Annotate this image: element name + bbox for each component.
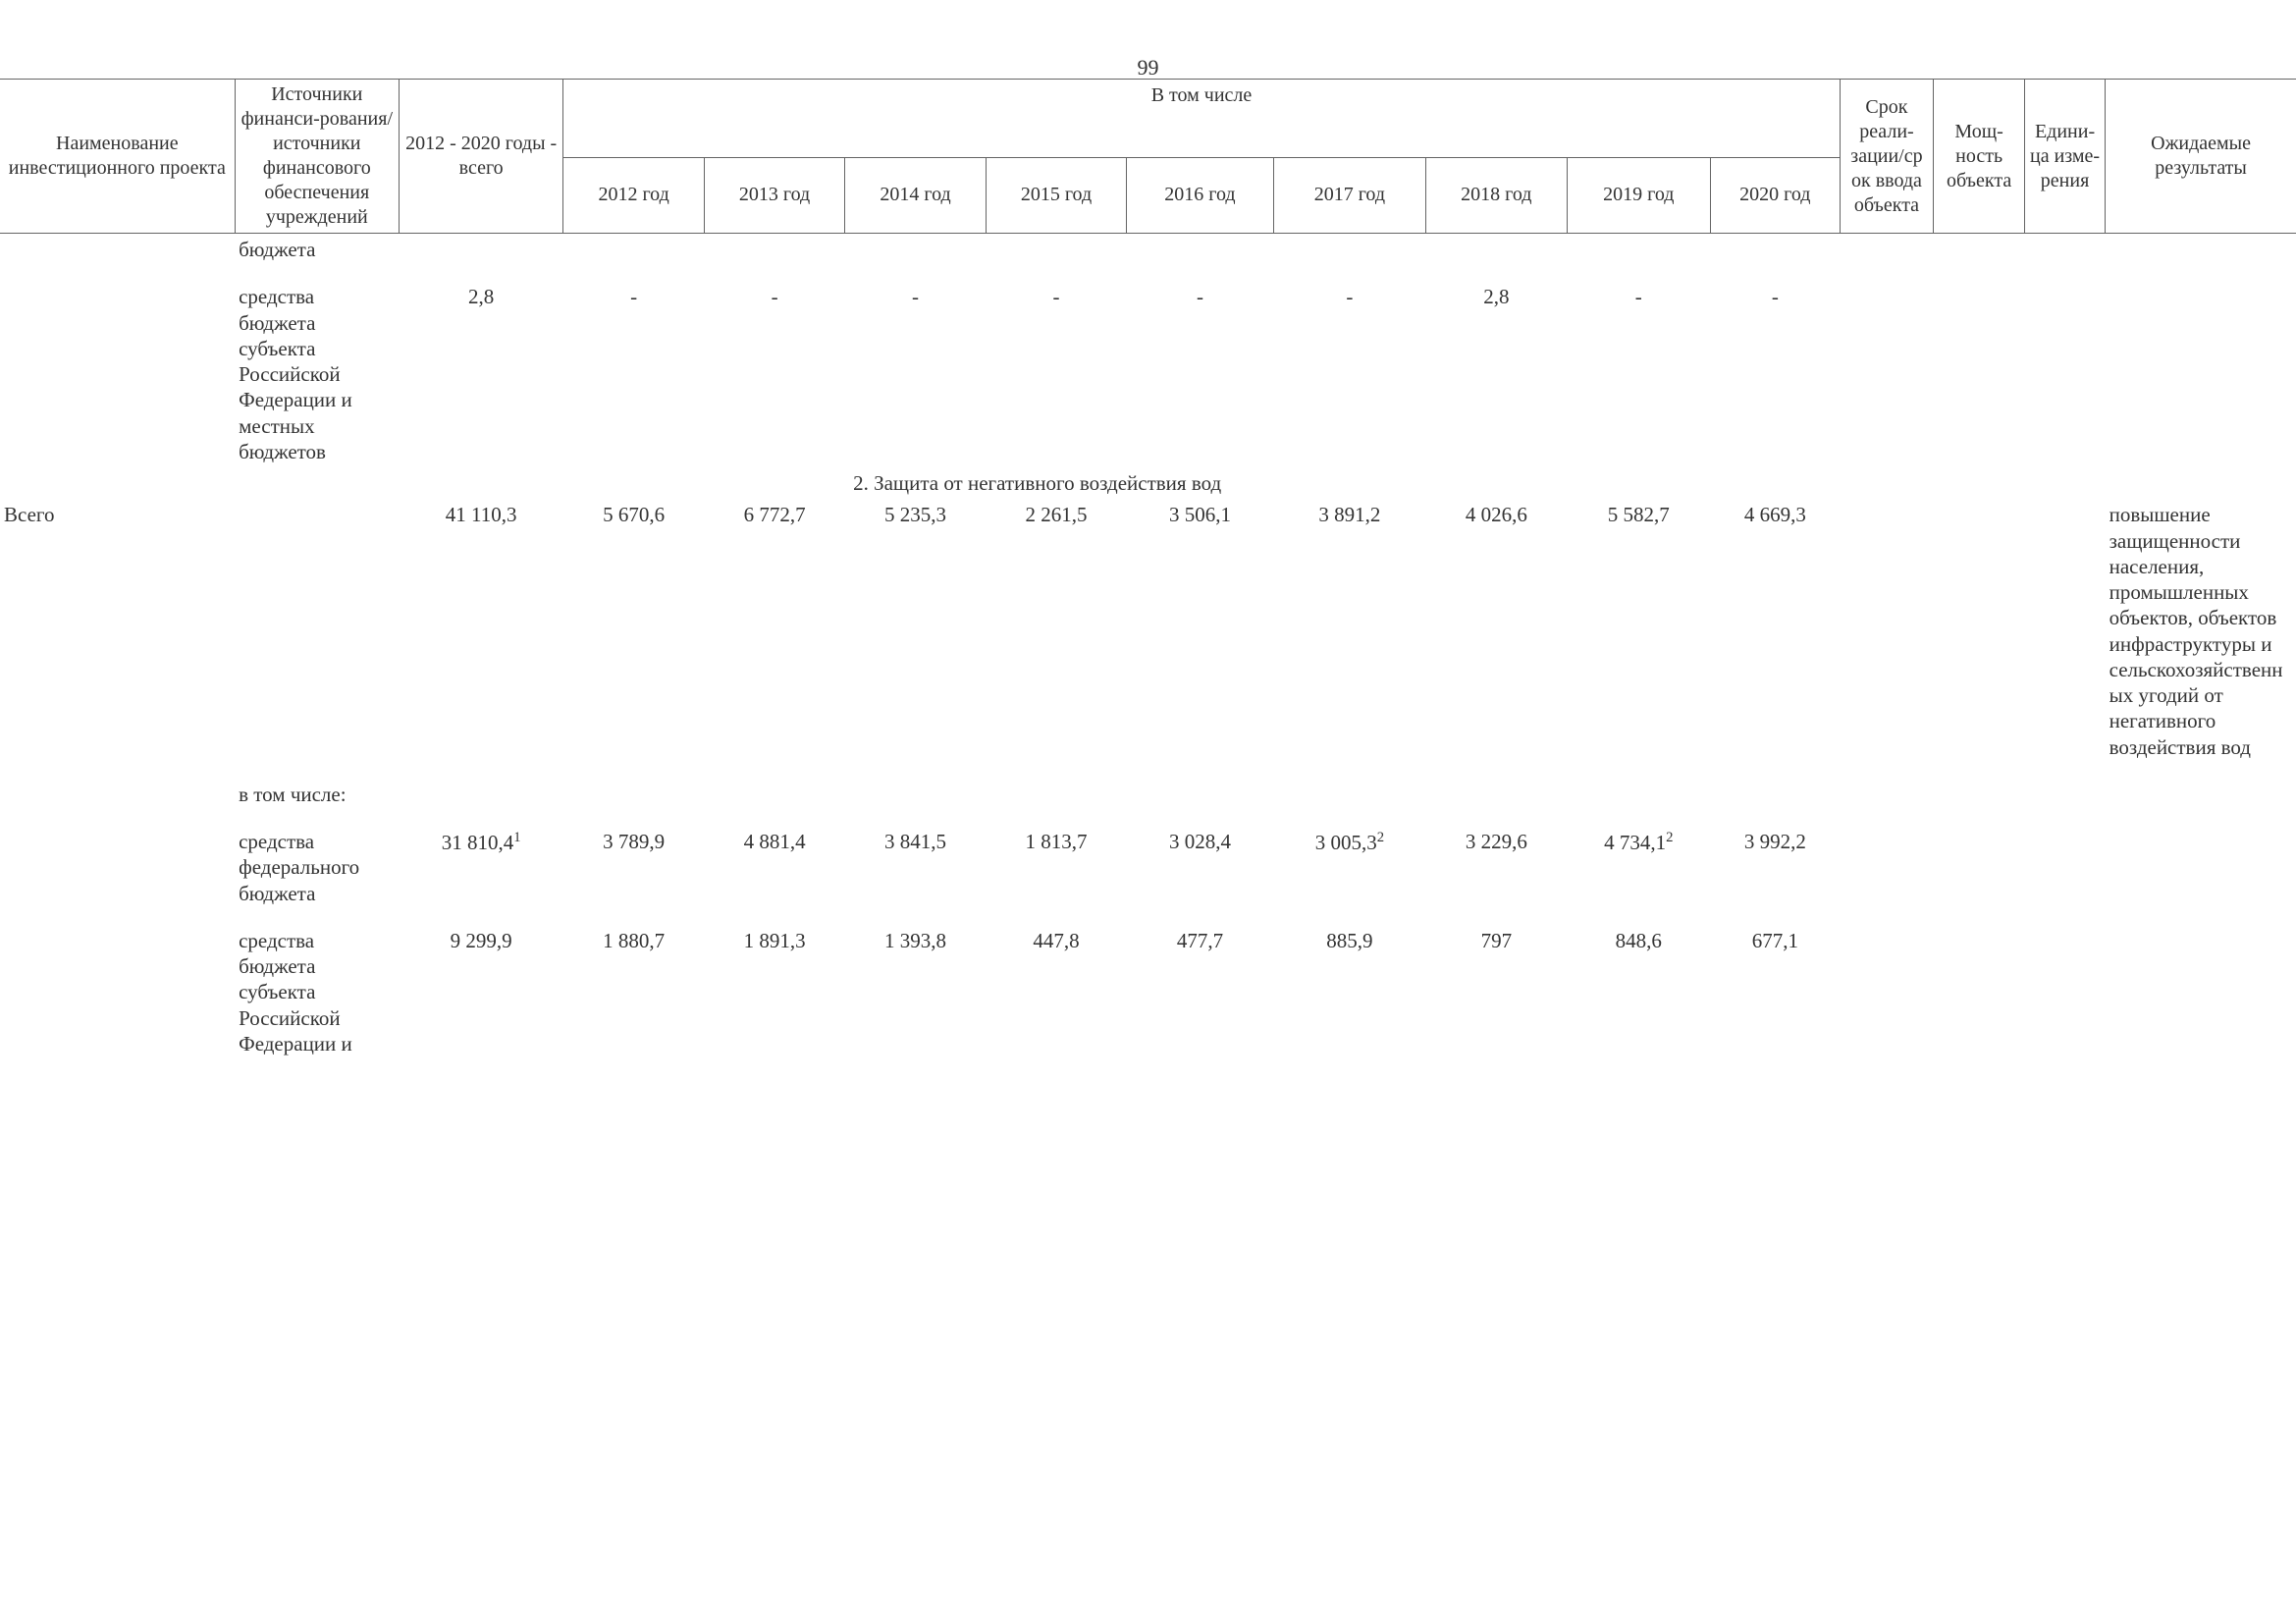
hdr-year: 2018 год [1426, 157, 1567, 233]
cell-val: 1 891,3 [704, 925, 844, 1059]
hdr-year: 2015 год [986, 157, 1126, 233]
cell-val: 4 734,12 [1567, 826, 1710, 909]
table-row: средства бюджета субъекта Российской Фед… [0, 925, 2296, 1059]
hdr-year: 2012 год [563, 157, 704, 233]
cell-val: 2,8 [1426, 281, 1567, 467]
cell-source: средства бюджета субъекта Российской Фед… [235, 281, 399, 467]
cell-val: 6 772,7 [704, 499, 844, 763]
cell-val: 477,7 [1127, 925, 1273, 1059]
cell-val: 797 [1426, 925, 1567, 1059]
hdr-year: 2016 год [1127, 157, 1273, 233]
footnote-ref: 2 [1666, 830, 1673, 845]
hdr-year: 2019 год [1567, 157, 1710, 233]
hdr-name: Наименование инвестиционного проекта [0, 80, 235, 234]
cell-val: 848,6 [1567, 925, 1710, 1059]
table-row: Всего 41 110,3 5 670,6 6 772,7 5 235,3 2… [0, 499, 2296, 763]
page-number: 99 [0, 54, 2296, 81]
val: 4 734,1 [1604, 831, 1666, 854]
footnote-ref: 2 [1377, 830, 1384, 845]
cell-val: - [845, 281, 986, 467]
cell-total: 2,8 [399, 281, 562, 467]
page: 99 Наименование инвестиционного проекта … [0, 0, 2296, 1624]
cell-val: - [1711, 281, 1841, 467]
cell-val: 3 992,2 [1711, 826, 1841, 909]
table-row: средства федерального бюджета 31 810,4 1 … [0, 826, 2296, 909]
cell-val: 5 582,7 [1567, 499, 1710, 763]
cell-val: 3 229,6 [1426, 826, 1567, 909]
cell-val: 3 789,9 [563, 826, 704, 909]
cell-val: 3 841,5 [845, 826, 986, 909]
hdr-mosch: Мощ-ность объекта [1934, 80, 2025, 234]
table-row: средства бюджета субъекта Российской Фед… [0, 281, 2296, 467]
hdr-year: 2013 год [704, 157, 844, 233]
cell-source: средства федерального бюджета [235, 826, 399, 909]
val: 3 005,3 [1315, 831, 1377, 854]
hdr-source: Источники финанси-рования/источники фина… [235, 80, 399, 234]
section-row: 2. Защита от негативного воздействия вод [0, 467, 2296, 499]
table-header: Наименование инвестиционного проекта Ист… [0, 80, 2296, 234]
footnote-ref: 1 [513, 830, 520, 845]
table-body: бюджета средства бюджета субъекта Россий… [0, 234, 2296, 1060]
cell-val: - [1567, 281, 1710, 467]
cell-source: средства бюджета субъекта Российской Фед… [235, 925, 399, 1059]
cell-val: - [986, 281, 1126, 467]
cell-val: 677,1 [1711, 925, 1841, 1059]
hdr-year: 2017 год [1273, 157, 1425, 233]
cell-val: 1 813,7 [986, 826, 1126, 909]
cell-total: 41 110,3 [399, 499, 562, 763]
hdr-total: 2012 - 2020 годы - всего [399, 80, 562, 234]
cell-val: - [1273, 281, 1425, 467]
hdr-including: В том числе [563, 80, 1840, 158]
cell-val: - [563, 281, 704, 467]
val: 31 810,4 [442, 831, 514, 854]
section-title: 2. Защита от негативного воздействия вод [235, 467, 1840, 499]
cell-val: 3 028,4 [1127, 826, 1273, 909]
cell-val: 5 670,6 [563, 499, 704, 763]
cell-val: 447,8 [986, 925, 1126, 1059]
cell-val: 2 261,5 [986, 499, 1126, 763]
cell-val: 3 891,2 [1273, 499, 1425, 763]
cell-val: 4 026,6 [1426, 499, 1567, 763]
cell-val: 885,9 [1273, 925, 1425, 1059]
cell-val: 5 235,3 [845, 499, 986, 763]
hdr-srok: Срок реали-зации/ср ок ввода объекта [1840, 80, 1934, 234]
cell-val: 4 669,3 [1711, 499, 1841, 763]
cell-val: - [704, 281, 844, 467]
cell-val: 1 880,7 [563, 925, 704, 1059]
cell-total: 31 810,41 [399, 826, 562, 909]
cell-source: в том числе: [235, 779, 399, 810]
investment-table: Наименование инвестиционного проекта Ист… [0, 79, 2296, 1059]
table-row: бюджета [0, 234, 2296, 266]
cell-val: 4 881,4 [704, 826, 844, 909]
cell-source: бюджета [235, 234, 399, 266]
cell-val: - [1127, 281, 1273, 467]
cell-val: 1 393,8 [845, 925, 986, 1059]
table-row: в том числе: [0, 779, 2296, 810]
cell-val: 3 005,32 [1273, 826, 1425, 909]
hdr-year: 2014 год [845, 157, 986, 233]
hdr-result: Ожидаемые результаты [2106, 80, 2296, 234]
hdr-edin: Едини-ца изме-рения [2024, 80, 2105, 234]
cell-total: 9 299,9 [399, 925, 562, 1059]
cell-result: повышение защищенности населения, промыш… [2106, 499, 2296, 763]
hdr-year: 2020 год [1711, 157, 1841, 233]
cell-name: Всего [0, 499, 235, 763]
cell-val: 3 506,1 [1127, 499, 1273, 763]
